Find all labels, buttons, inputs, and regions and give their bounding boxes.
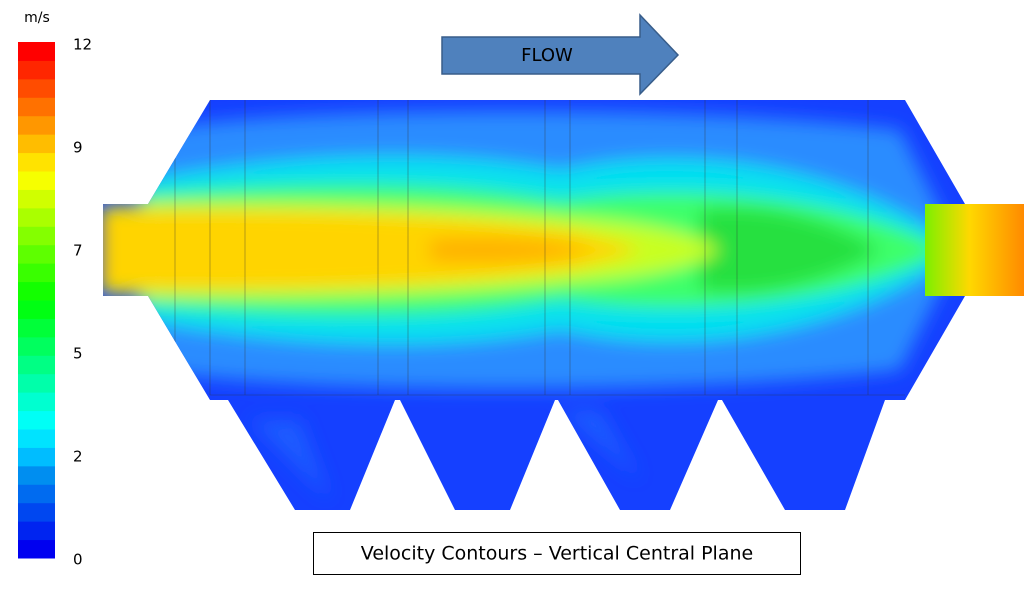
colorbar-band [18, 226, 55, 246]
colorbar-band [18, 60, 55, 80]
colorbar-band [18, 336, 55, 356]
arrow-label: FLOW [521, 45, 573, 66]
caption: Velocity Contours – Vertical Central Pla… [361, 543, 753, 565]
colorbar-tick-label: 7 [73, 242, 83, 260]
colorbar-band [18, 355, 55, 375]
colorbar: 12 9 7 5 2 0 [18, 36, 92, 569]
colorbar-band [18, 244, 55, 264]
colorbar-tick-label: 9 [73, 139, 83, 157]
colorbar-tick-label: 5 [73, 345, 83, 363]
colorbar-band [18, 484, 55, 504]
colorbar-band [18, 429, 55, 448]
colorbar-band [18, 373, 55, 393]
arrow-shape [441, 13, 680, 96]
colorbar-unit: m/s [24, 10, 50, 26]
colorbar-band [18, 410, 55, 430]
colorbar-band [18, 318, 55, 338]
colorbar-band [18, 263, 55, 283]
colorbar-band [18, 42, 55, 61]
colorbar-band [18, 392, 55, 412]
colorbar-band [18, 78, 55, 98]
colorbar-tick-label: 2 [73, 448, 83, 466]
colorbar-band [18, 539, 55, 559]
colorbar-band [18, 447, 55, 467]
colorbar-band [18, 134, 55, 154]
colorbar-band [18, 97, 55, 117]
flow-arrow: FLOW [441, 13, 680, 96]
colorbar-band [18, 300, 55, 319]
colorbar-band [18, 521, 55, 541]
caption-box: Velocity Contours – Vertical Central Pla… [313, 532, 801, 575]
colorbar-tick-label: 12 [73, 36, 92, 54]
colorbar-band [18, 115, 55, 135]
colorbar-band [18, 281, 55, 301]
colorbar-tick-label: 0 [73, 551, 83, 569]
colorbar-band [18, 189, 55, 209]
colorbar-band [18, 465, 55, 485]
colorbar-band [18, 502, 55, 522]
colorbar-band [18, 171, 55, 190]
velocity-field [103, 100, 1024, 510]
colorbar-band [18, 152, 55, 172]
colorbar-band [18, 207, 55, 227]
